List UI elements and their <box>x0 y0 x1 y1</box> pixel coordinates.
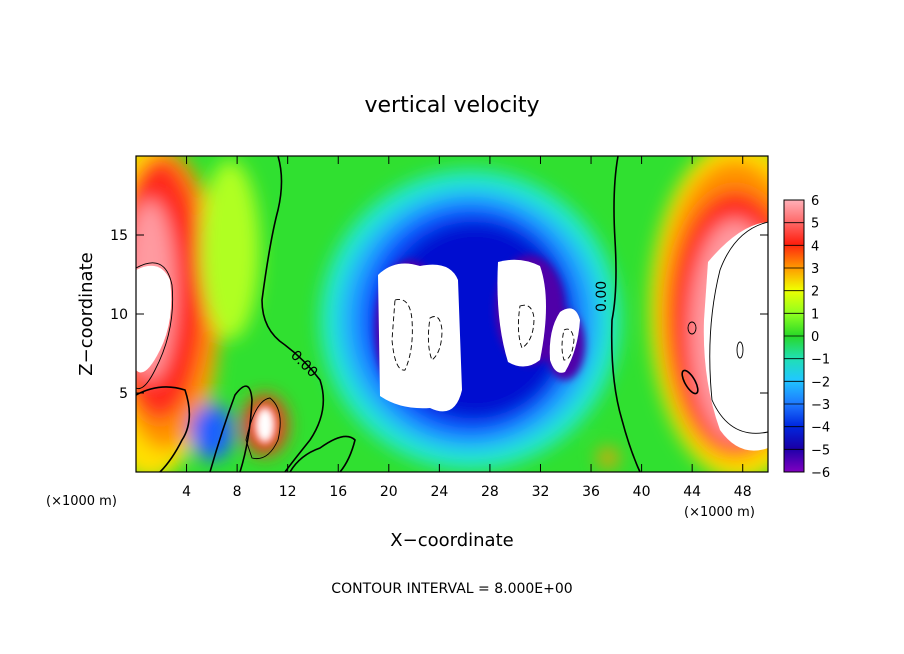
colorbar-tick-label: 2 <box>811 285 819 300</box>
colorbar-tick-label: −6 <box>811 466 830 481</box>
y-axis: 5 10 15 <box>110 228 768 402</box>
colorbar-tick-label: 1 <box>811 307 819 322</box>
colorbar-tick-label: −5 <box>811 443 830 458</box>
y-tick-label: 5 <box>119 386 128 402</box>
x-tick-label: 48 <box>734 484 752 500</box>
x-axis: 4 8 12 16 20 24 28 32 36 40 44 48 <box>182 156 752 500</box>
colorbar-tick-label: 4 <box>811 239 819 254</box>
colorbar-tick-label: −2 <box>811 375 830 390</box>
contour-label: 0.00 <box>594 281 610 312</box>
colorbar-tick-label: −1 <box>811 353 830 368</box>
contour-interval-note: CONTOUR INTERVAL = 8.000E+00 <box>331 581 572 597</box>
y-tick-label: 15 <box>110 228 128 244</box>
x-tick-label: 40 <box>633 484 651 500</box>
x-tick-label: 32 <box>532 484 550 500</box>
x-tick-label: 24 <box>430 484 448 500</box>
heatmap-field <box>136 156 768 472</box>
x-unit-right: (×1000 m) <box>684 505 755 520</box>
x-tick-label: 36 <box>582 484 600 500</box>
colorbar-tick-label: 3 <box>811 262 819 277</box>
x-tick-label: 28 <box>481 484 499 500</box>
x-unit-left: (×1000 m) <box>46 494 117 509</box>
colorbar-tick-label: 6 <box>811 194 819 209</box>
x-tick-label: 8 <box>233 484 242 500</box>
x-tick-label: 12 <box>279 484 297 500</box>
x-tick-label: 20 <box>380 484 398 500</box>
colorbar-tick-label: 0 <box>811 330 819 345</box>
y-axis-title: Z−coordinate <box>76 252 97 375</box>
x-tick-label: 44 <box>683 484 701 500</box>
x-axis-title: X−coordinate <box>390 530 513 551</box>
colorbar-tick-label: 5 <box>811 217 819 232</box>
colorbar-tick-label: −3 <box>811 398 830 413</box>
chart-title: vertical velocity <box>364 93 539 118</box>
x-tick-label: 4 <box>182 484 191 500</box>
x-tick-label: 16 <box>329 484 347 500</box>
y-tick-label: 10 <box>110 307 128 323</box>
colorbar-tick-label: −4 <box>811 421 830 436</box>
colorbar-ticks: 6 5 4 3 2 1 0 −1 −2 −3 −4 −5 −6 <box>784 194 830 481</box>
